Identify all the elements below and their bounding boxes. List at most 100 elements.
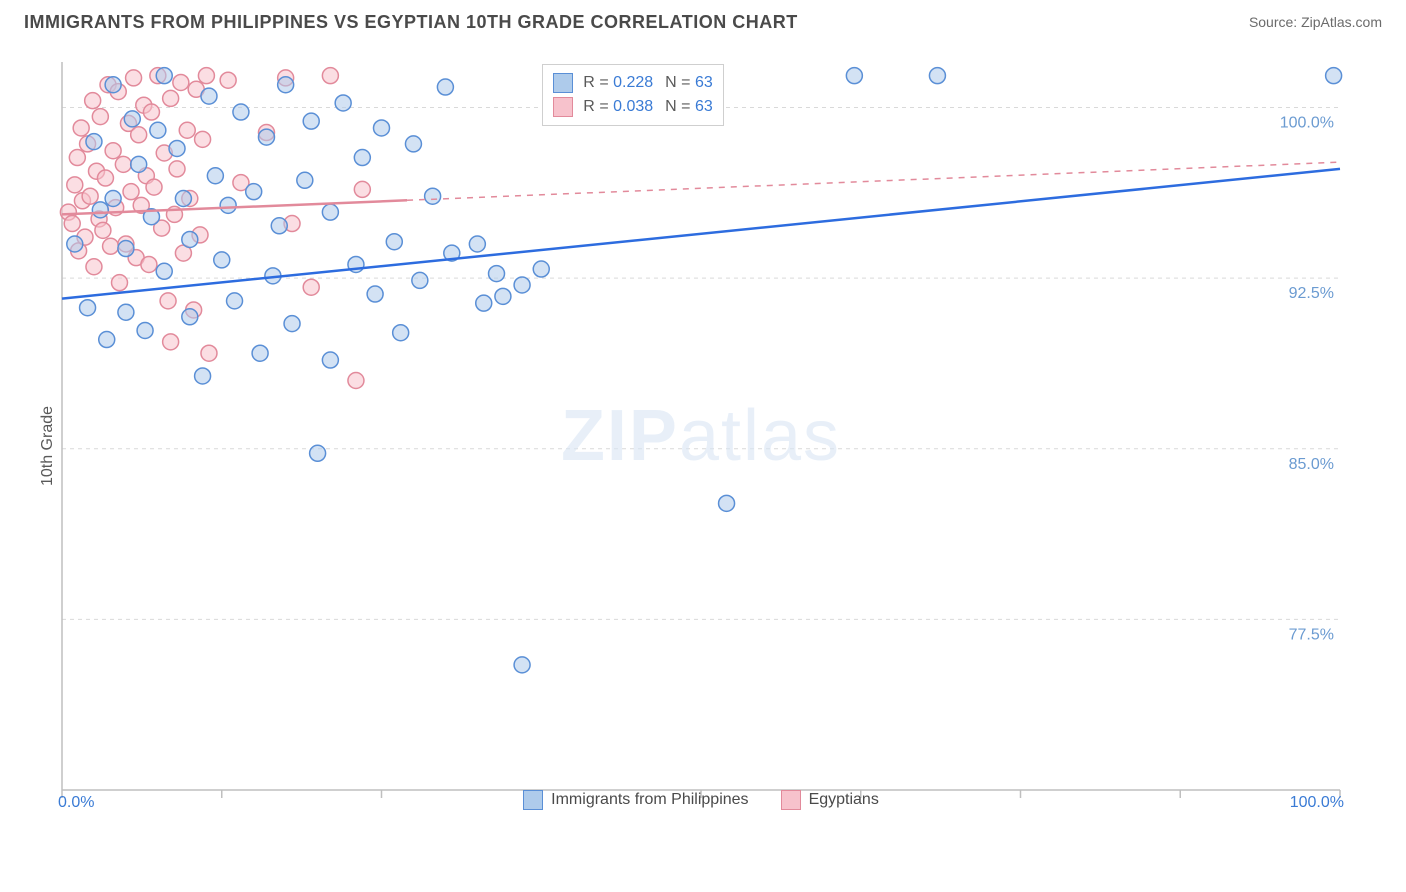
data-point (437, 79, 453, 95)
data-point (156, 263, 172, 279)
y-tick-label: 92.5% (1289, 285, 1334, 302)
legend-stat-row: R = 0.038N = 63 (553, 95, 712, 119)
data-point (719, 495, 735, 511)
data-point (73, 120, 89, 136)
data-point (124, 111, 140, 127)
data-point (489, 266, 505, 282)
data-point (354, 150, 370, 166)
data-point (175, 191, 191, 207)
source-label: Source: ZipAtlas.com (1249, 14, 1382, 30)
data-point (846, 68, 862, 84)
data-point (105, 143, 121, 159)
data-point (533, 261, 549, 277)
data-point (115, 156, 131, 172)
data-point (92, 202, 108, 218)
data-point (233, 104, 249, 120)
data-point (95, 222, 111, 238)
data-point (67, 177, 83, 193)
data-point (118, 304, 134, 320)
data-point (405, 136, 421, 152)
data-point (412, 272, 428, 288)
y-tick-label: 100.0% (1280, 115, 1334, 132)
data-point (495, 288, 511, 304)
data-point (86, 134, 102, 150)
correlation-legend: R = 0.228N = 63R = 0.038N = 63 (542, 64, 723, 126)
data-point (80, 300, 96, 316)
data-point (322, 204, 338, 220)
data-point (201, 345, 217, 361)
data-point (514, 277, 530, 293)
chart-svg: 77.5%85.0%92.5%100.0% (56, 56, 1346, 816)
scatter-plot: 77.5%85.0%92.5%100.0% ZIPatlas R = 0.228… (56, 56, 1346, 816)
data-point (303, 113, 319, 129)
data-point (169, 161, 185, 177)
data-point (97, 170, 113, 186)
y-tick-label: 77.5% (1289, 626, 1334, 643)
data-point (69, 150, 85, 166)
data-point (297, 172, 313, 188)
data-point (322, 68, 338, 84)
data-point (246, 184, 262, 200)
data-point (126, 70, 142, 86)
data-point (476, 295, 492, 311)
data-point (182, 309, 198, 325)
data-point (227, 293, 243, 309)
data-point (64, 216, 80, 232)
data-point (160, 293, 176, 309)
data-point (123, 184, 139, 200)
legend-swatch-a (553, 73, 573, 93)
data-point (105, 191, 121, 207)
data-point (425, 188, 441, 204)
data-point (92, 109, 108, 125)
data-point (278, 77, 294, 93)
data-point (303, 279, 319, 295)
data-point (393, 325, 409, 341)
data-point (335, 95, 351, 111)
data-point (198, 68, 214, 84)
data-point (131, 156, 147, 172)
data-point (137, 322, 153, 338)
data-point (220, 197, 236, 213)
legend-swatch-b (553, 97, 573, 117)
data-point (201, 88, 217, 104)
data-point (156, 68, 172, 84)
data-point (348, 373, 364, 389)
data-point (86, 259, 102, 275)
data-point (112, 275, 128, 291)
data-point (195, 131, 211, 147)
legend-swatch-a (523, 790, 543, 810)
data-point (131, 127, 147, 143)
data-point (374, 120, 390, 136)
data-point (1326, 68, 1342, 84)
data-point (386, 234, 402, 250)
data-point (214, 252, 230, 268)
chart-title: IMMIGRANTS FROM PHILIPPINES VS EGYPTIAN … (24, 12, 798, 32)
data-point (220, 72, 236, 88)
data-point (82, 188, 98, 204)
source-link[interactable]: ZipAtlas.com (1301, 14, 1382, 30)
data-point (182, 231, 198, 247)
data-point (310, 445, 326, 461)
data-point (146, 179, 162, 195)
data-point (118, 241, 134, 257)
data-point (143, 104, 159, 120)
data-point (169, 140, 185, 156)
legend-label-a: Immigrants from Philippines (551, 791, 748, 809)
data-point (163, 334, 179, 350)
data-point (354, 181, 370, 197)
data-point (929, 68, 945, 84)
data-point (150, 122, 166, 138)
data-point (141, 256, 157, 272)
data-point (271, 218, 287, 234)
data-point (322, 352, 338, 368)
legend-item-a: Immigrants from Philippines (523, 790, 748, 810)
data-point (252, 345, 268, 361)
data-point (367, 286, 383, 302)
data-point (85, 93, 101, 109)
data-point (195, 368, 211, 384)
data-point (258, 129, 274, 145)
data-point (163, 90, 179, 106)
legend-swatch-b (781, 790, 801, 810)
legend-label-b: Egyptians (809, 791, 879, 809)
y-axis-label: 10th Grade (39, 406, 57, 486)
